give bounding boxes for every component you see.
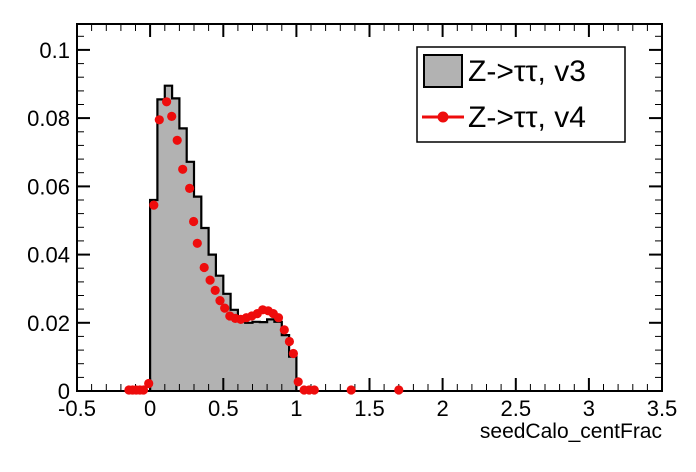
y-tick-label: 0.04	[27, 243, 70, 268]
v4-data-point	[154, 115, 164, 125]
v4-data-point	[220, 303, 230, 313]
y-tick-label: 0.1	[39, 38, 70, 63]
v4-data-point	[210, 285, 220, 295]
v4-data-point	[149, 200, 159, 210]
v4-data-point	[273, 313, 284, 323]
x-axis-title: seedCalo_centFrac	[480, 420, 662, 443]
legend-label-v4: Z->ττ, v4	[468, 101, 586, 134]
v4-data-point	[172, 135, 182, 145]
x-tick-label: 3.5	[647, 396, 678, 421]
v4-data-point	[346, 385, 356, 395]
y-axis: 0 0.02 0.04 0.06 0.08 0.1	[27, 35, 662, 404]
v4-data-point	[309, 385, 319, 395]
x-tick-label: -0.5	[58, 396, 96, 421]
x-axis: -0.5 0 0.5 1 1.5 2 2.5 3 3.5	[58, 24, 677, 421]
v4-data-point	[215, 296, 225, 306]
x-tick-label: 1	[290, 396, 302, 421]
v3-fill	[150, 85, 297, 391]
x-tick-label: 0.5	[208, 396, 239, 421]
v4-data-point	[138, 385, 149, 395]
y-tick-label: 0.08	[27, 106, 70, 131]
x-tick-label: 1.5	[354, 396, 385, 421]
v3-histogram	[149, 84, 298, 391]
v4-data-point	[185, 183, 195, 193]
v4-data-point	[293, 377, 303, 387]
v4-data-point	[205, 275, 215, 285]
x-tick-label: 2.5	[501, 396, 532, 421]
x-tick-label: 3	[583, 396, 595, 421]
v4-data-point	[199, 262, 209, 273]
legend-marker-icon	[437, 111, 449, 123]
v3-outline	[149, 84, 298, 391]
v4-data-point	[192, 238, 202, 248]
legend-label-v3: Z->ττ, v3	[468, 55, 586, 88]
x-tick-label: 2	[436, 396, 448, 421]
x-tick-label: 0	[144, 396, 156, 421]
y-tick-label: 0	[58, 379, 70, 404]
legend: Z->ττ, v3 Z->ττ, v4	[416, 46, 626, 143]
v4-data-point	[167, 111, 177, 121]
v4-data-point	[144, 378, 154, 389]
v4-data-point	[189, 216, 199, 227]
v4-data-point	[178, 164, 188, 174]
v4-data-point	[394, 385, 404, 395]
v4-data-point	[284, 336, 294, 347]
y-tick-label: 0.06	[27, 174, 70, 199]
v4-data-point	[288, 348, 298, 359]
v4-data-point	[162, 97, 172, 107]
v4-data-point	[279, 325, 289, 335]
legend-swatch-v3	[423, 54, 463, 88]
y-tick-label: 0.02	[27, 311, 70, 336]
v4-markers	[124, 97, 404, 395]
